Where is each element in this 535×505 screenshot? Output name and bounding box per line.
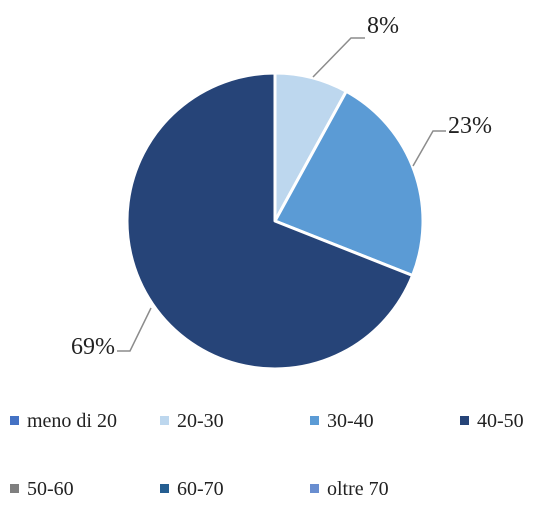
pie-slice-30-40	[273, 89, 425, 277]
leader-lines	[117, 37, 446, 352]
data-label-20-30: 8%	[367, 13, 399, 39]
legend-swatch-oltre-70	[310, 484, 319, 493]
legend-swatch-40-50	[460, 416, 469, 425]
legend: meno di 20 20-30 30-40 40-50 50-60 60-70 oltre…	[10, 410, 524, 500]
pie-slices	[125, 71, 425, 371]
data-labels: 8% 23% 69%	[71, 13, 492, 360]
legend-label-oltre-70: oltre 70	[327, 478, 389, 500]
legend-swatch-60-70	[160, 484, 169, 493]
legend-swatch-50-60	[10, 484, 19, 493]
legend-label-50-60: 50-60	[27, 478, 74, 500]
leader-line-30-40	[412, 130, 446, 167]
legend-swatch-30-40	[310, 416, 319, 425]
leader-line-40-50	[117, 307, 152, 352]
leader-line-20-30	[312, 37, 365, 78]
legend-swatch-20-30	[160, 416, 169, 425]
pie-slice-40-50	[125, 71, 415, 371]
legend-label-60-70: 60-70	[177, 478, 224, 500]
data-label-40-50: 69%	[71, 334, 115, 360]
legend-label-meno-di-20: meno di 20	[27, 410, 117, 432]
legend-label-30-40: 30-40	[327, 410, 374, 432]
legend-swatch-meno-di-20	[10, 416, 19, 425]
data-label-30-40: 23%	[448, 113, 492, 139]
legend-label-40-50: 40-50	[477, 410, 524, 432]
legend-label-20-30: 20-30	[177, 410, 224, 432]
